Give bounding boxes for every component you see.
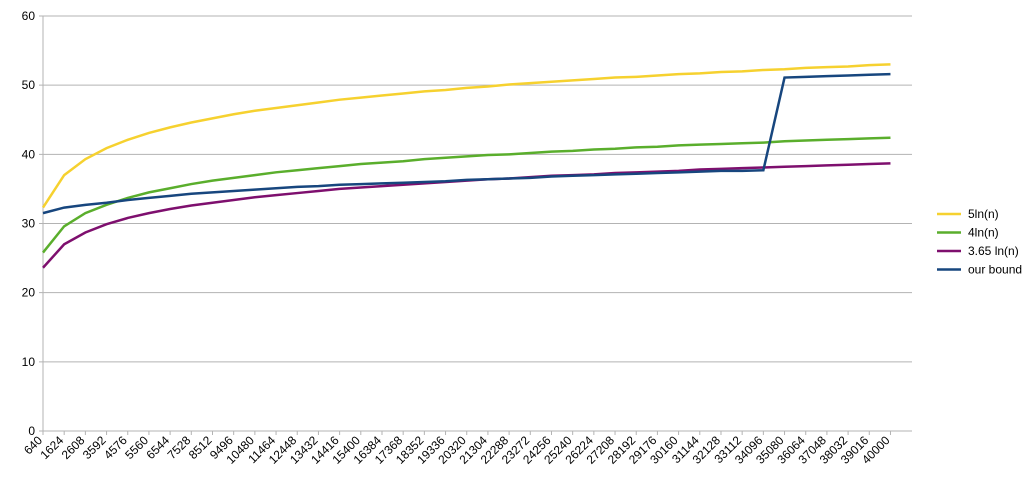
y-tick-label: 0 [28,424,35,438]
y-tick-label: 10 [22,355,36,369]
y-tick-label: 40 [22,147,36,161]
y-tick-label: 60 [22,9,36,23]
series-line [42,136,891,254]
legend-label: 3.65 ln(n) [968,244,1019,258]
legend-label: our bound [968,263,1022,277]
y-tick-label: 20 [22,286,36,300]
legend-label: 5ln(n) [968,207,999,221]
legend-label: 4ln(n) [968,226,999,240]
series-line [42,72,891,215]
y-tick-label: 50 [22,78,36,92]
y-tick-label: 30 [22,217,36,231]
series-line [41,63,891,209]
